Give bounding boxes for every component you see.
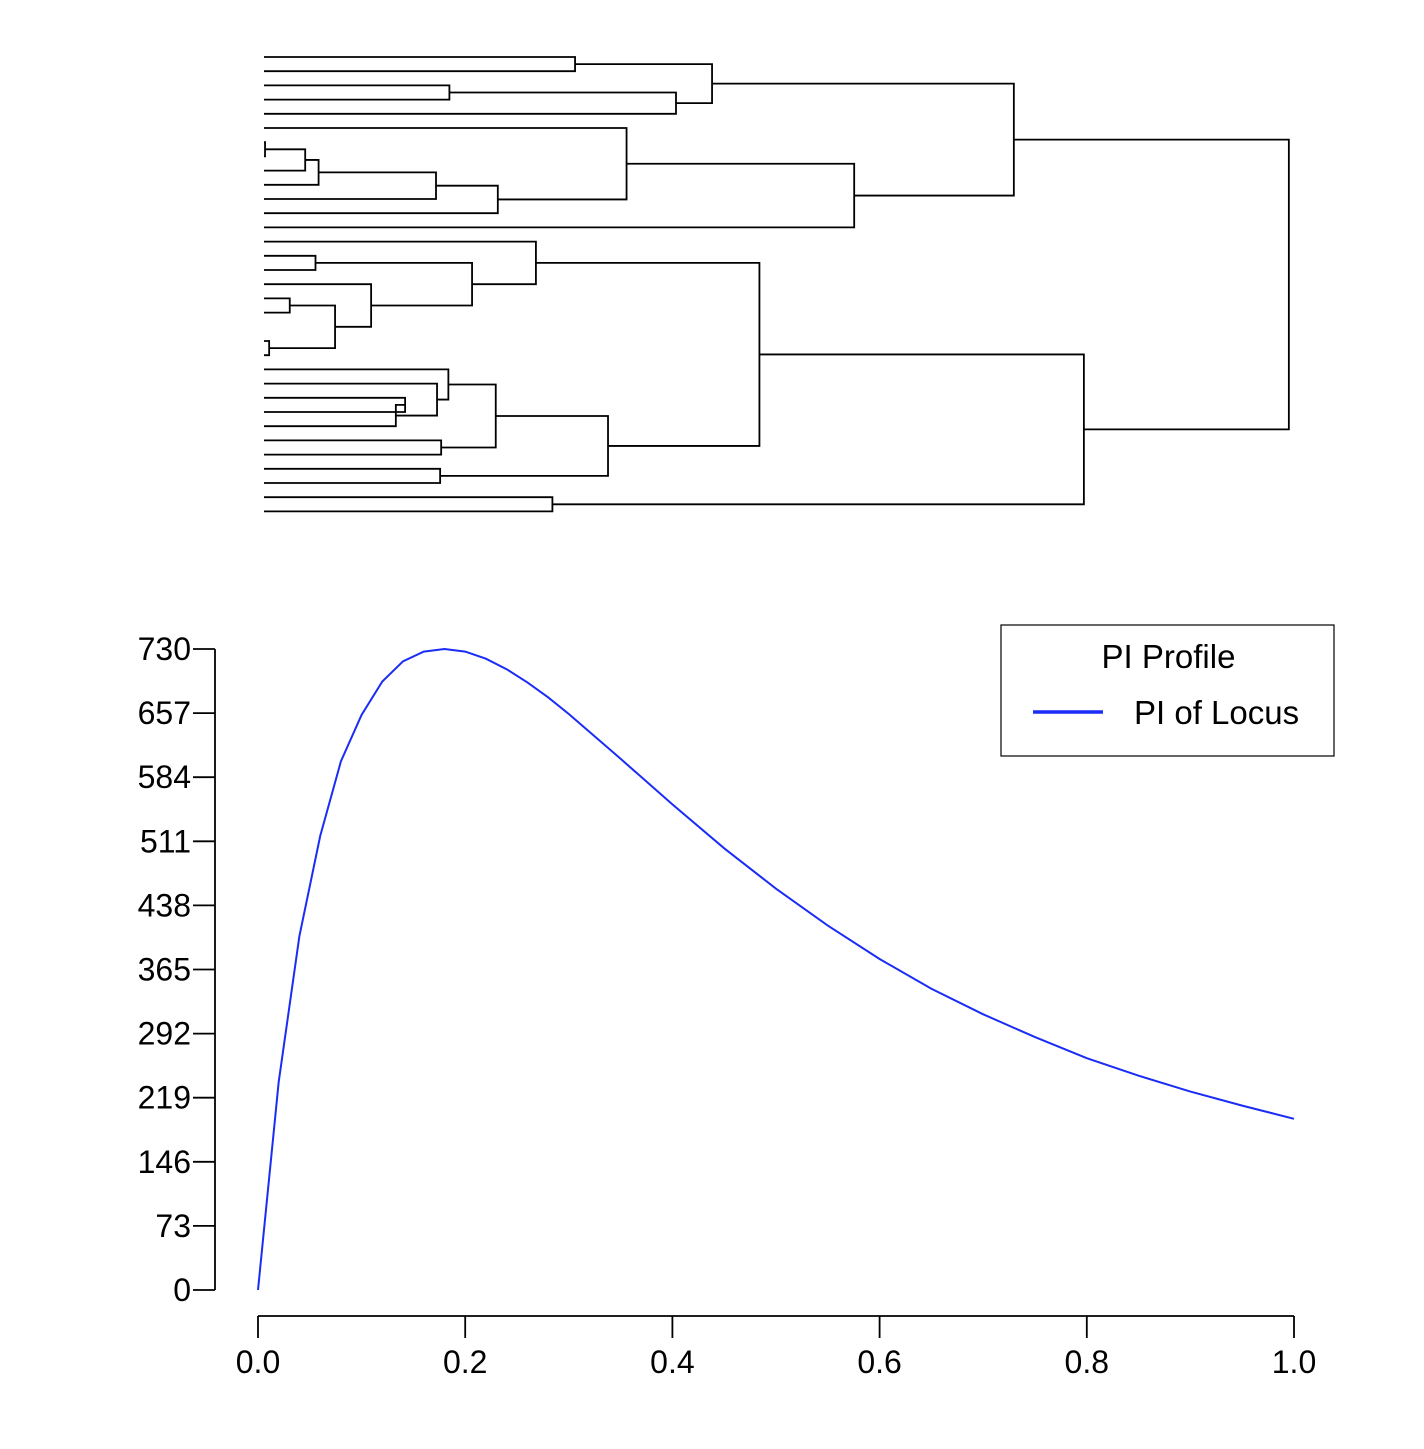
x-axis: 0.0 0.2 0.4 0.6 0.8 1.0 (236, 1315, 1316, 1380)
y-tick-label: 292 (138, 1016, 191, 1052)
dendrogram-link (264, 340, 271, 357)
x-tick-label: 0.4 (650, 1344, 694, 1380)
y-tick-label: 584 (138, 759, 191, 795)
x-tick-label: 1.0 (1272, 1344, 1316, 1380)
y-tick-label: 365 (138, 952, 191, 988)
legend-title: PI Profile (1102, 638, 1236, 675)
y-tick-label: 438 (138, 887, 191, 923)
dendrogram-link (441, 383, 497, 449)
dendrogram-link (264, 439, 443, 456)
dendrogram-link (264, 254, 317, 271)
dendrogram-link (264, 297, 291, 314)
line-plot: 0 73 146 219 292 365 438 511 584 657 730 0.0 0.2 0.4… (138, 624, 1335, 1380)
dendrogram-link (712, 82, 1015, 197)
y-tick-label: 0 (173, 1272, 191, 1308)
y-tick-label: 511 (140, 823, 191, 859)
dendrogram-link (264, 159, 320, 186)
legend-entry-label: PI of Locus (1134, 694, 1299, 731)
y-tick-label: 657 (138, 695, 191, 731)
dendrogram-link (264, 404, 406, 428)
dendrogram-link (264, 148, 307, 172)
dendrogram-link (264, 91, 677, 115)
dendrogram-link (1013, 138, 1290, 431)
dendrogram (264, 56, 1290, 513)
x-tick-label: 0.8 (1065, 1344, 1109, 1380)
dendrogram-link (552, 353, 1085, 506)
dendrogram-link (264, 396, 407, 413)
x-tick-label: 0.2 (443, 1344, 487, 1380)
series-line-pi-of-locus (257, 647, 1295, 1291)
dendrogram-link (264, 56, 576, 73)
dendrogram-link (264, 382, 438, 417)
y-axis: 0 73 146 219 292 365 438 511 584 657 730 (138, 631, 216, 1308)
x-tick-label: 0.6 (857, 1344, 901, 1380)
y-tick-label: 730 (138, 631, 191, 667)
y-tick-label: 146 (138, 1144, 191, 1180)
dendrogram-link (440, 415, 609, 477)
dendrogram-link (575, 63, 713, 105)
y-tick-label: 73 (155, 1208, 191, 1244)
dendrogram-link (264, 496, 554, 513)
dendrogram-link (535, 262, 761, 447)
legend-box (1000, 624, 1335, 757)
y-tick-label: 219 (138, 1080, 191, 1116)
dendrogram-link (264, 84, 451, 101)
dendrogram-link (264, 467, 442, 484)
x-tick-label: 0.0 (236, 1344, 280, 1380)
dendrogram-link (264, 141, 266, 158)
legend: PI Profile PI of Locus (1000, 624, 1335, 757)
